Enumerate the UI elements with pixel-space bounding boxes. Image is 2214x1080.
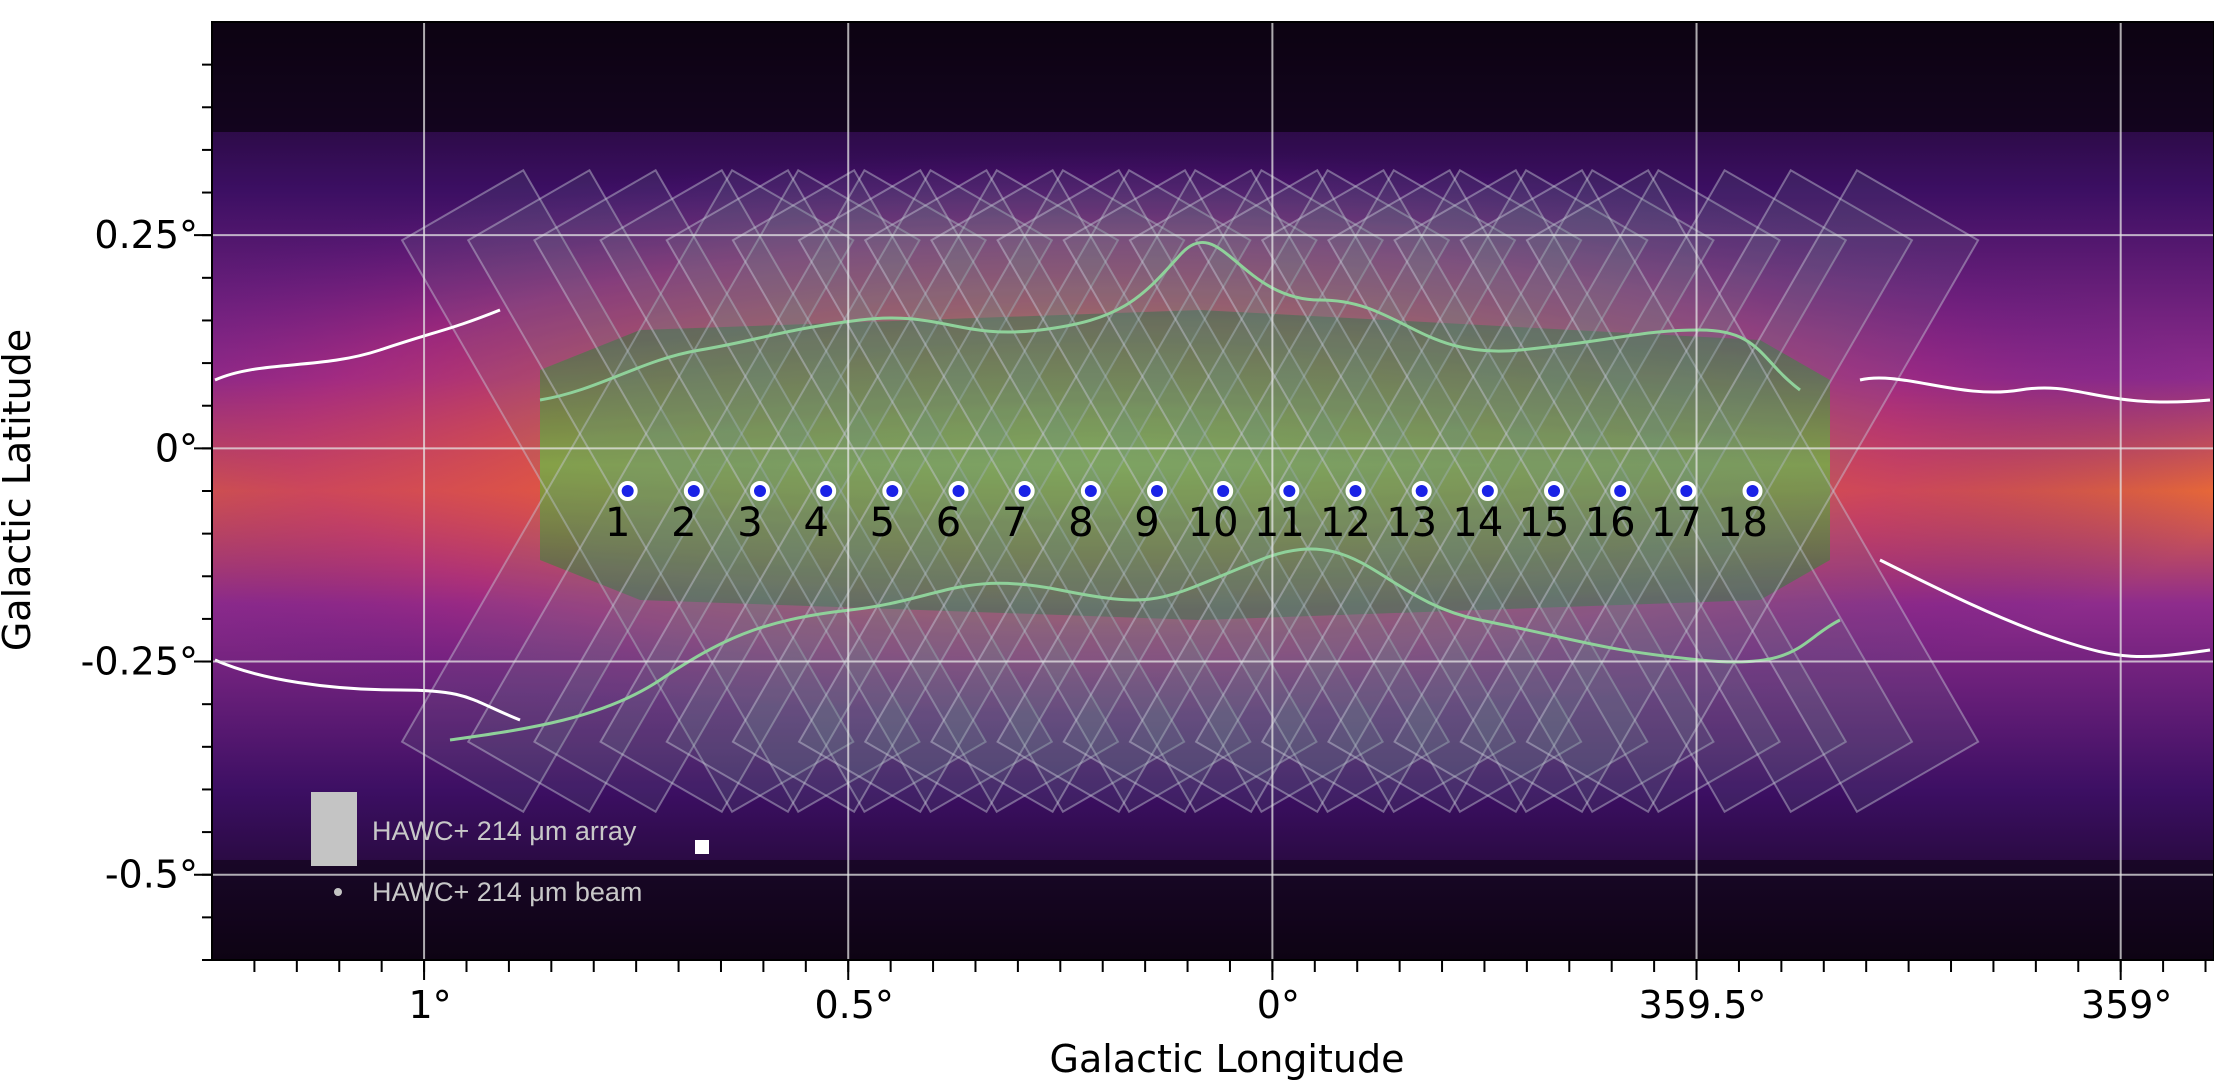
y-tick-label: -0.25°: [81, 640, 198, 684]
legend-array-swatch: [311, 792, 357, 866]
position-label: 3: [737, 500, 762, 546]
position-label: 15: [1519, 500, 1570, 546]
position-marker: [750, 481, 771, 501]
y-tick-label: -0.5°: [105, 853, 198, 897]
position-marker: [1279, 481, 1300, 501]
position-label: 5: [870, 500, 895, 546]
inner-contour: [539, 240, 1801, 402]
footprint-tiles: [400, 168, 1980, 814]
y-axis: 0.25° 0° -0.25° -0.5°: [81, 63, 212, 961]
position-label: 10: [1188, 500, 1239, 546]
position-marker: [1610, 481, 1631, 501]
position-label: 8: [1068, 500, 1093, 546]
position-label: 9: [1134, 500, 1159, 546]
coordinate-grid: [212, 22, 2214, 960]
position-marker: [1544, 481, 1565, 501]
position-marker: [1014, 481, 1035, 501]
position-label: 6: [936, 500, 961, 546]
position-label: 18: [1717, 500, 1768, 546]
position-label: 13: [1386, 500, 1437, 546]
position-label: 17: [1651, 500, 1702, 546]
legend-array-scale-square: [695, 840, 709, 854]
position-marker: [1345, 481, 1366, 501]
position-marker: [1411, 481, 1432, 501]
inner-contour-lower: [449, 547, 1841, 742]
legend-beam-swatch: [334, 888, 342, 896]
position-label: 11: [1254, 500, 1305, 546]
position-label: 7: [1002, 500, 1027, 546]
position-marker: [617, 481, 638, 501]
green-overlay-region: [540, 310, 1830, 620]
y-tick-label: 0°: [155, 426, 198, 470]
x-axis: 1° 0.5° 0° 359.5° 359°: [253, 960, 2207, 1027]
legend-beam-label: HAWC+ 214 μm beam: [372, 877, 642, 907]
x-tick-label: 359°: [2081, 983, 2173, 1027]
position-label: 14: [1452, 500, 1503, 546]
position-marker: [1213, 481, 1234, 501]
position-markers: 1 2 3 4 5 6 7 8 9 10 11 12 13 14 15 16 17 18: [605, 481, 1768, 546]
position-marker: [1147, 481, 1168, 501]
position-marker: [1477, 481, 1498, 501]
position-marker: [948, 481, 969, 501]
position-marker: [683, 481, 704, 501]
dark-bottom-band: [212, 860, 2214, 960]
position-marker: [1676, 481, 1697, 501]
legend-array-label: HAWC+ 214 μm array: [372, 816, 637, 846]
position-label: 12: [1320, 500, 1371, 546]
x-tick-label: 0°: [1257, 983, 1300, 1027]
position-label: 1: [605, 500, 630, 546]
y-axis-title: Galactic Latitude: [0, 329, 39, 651]
position-marker: [1742, 481, 1763, 501]
outer-contour-left: [214, 308, 521, 722]
dark-top-band: [212, 22, 2214, 132]
position-label: 2: [671, 500, 696, 546]
position-label: 16: [1585, 500, 1636, 546]
x-axis-title: Galactic Longitude: [1050, 1037, 1405, 1080]
position-marker: [882, 481, 903, 501]
x-tick-label: 0.5°: [815, 983, 894, 1027]
position-label: 4: [803, 500, 828, 546]
outer-contour-right: [1859, 376, 2211, 659]
y-tick-label: 0.25°: [94, 213, 198, 257]
x-tick-label: 1°: [408, 983, 451, 1027]
sky-image: 1 2 3 4 5 6 7 8 9 10 11 12 13 14 15 16 17 18 HAWC+ 214 μm…: [212, 22, 2214, 960]
legend: HAWC+ 214 μm array HAWC+ 214 μm beam: [311, 792, 709, 907]
position-marker: [816, 481, 837, 501]
position-marker: [1080, 481, 1101, 501]
x-tick-label: 359.5°: [1639, 983, 1767, 1027]
